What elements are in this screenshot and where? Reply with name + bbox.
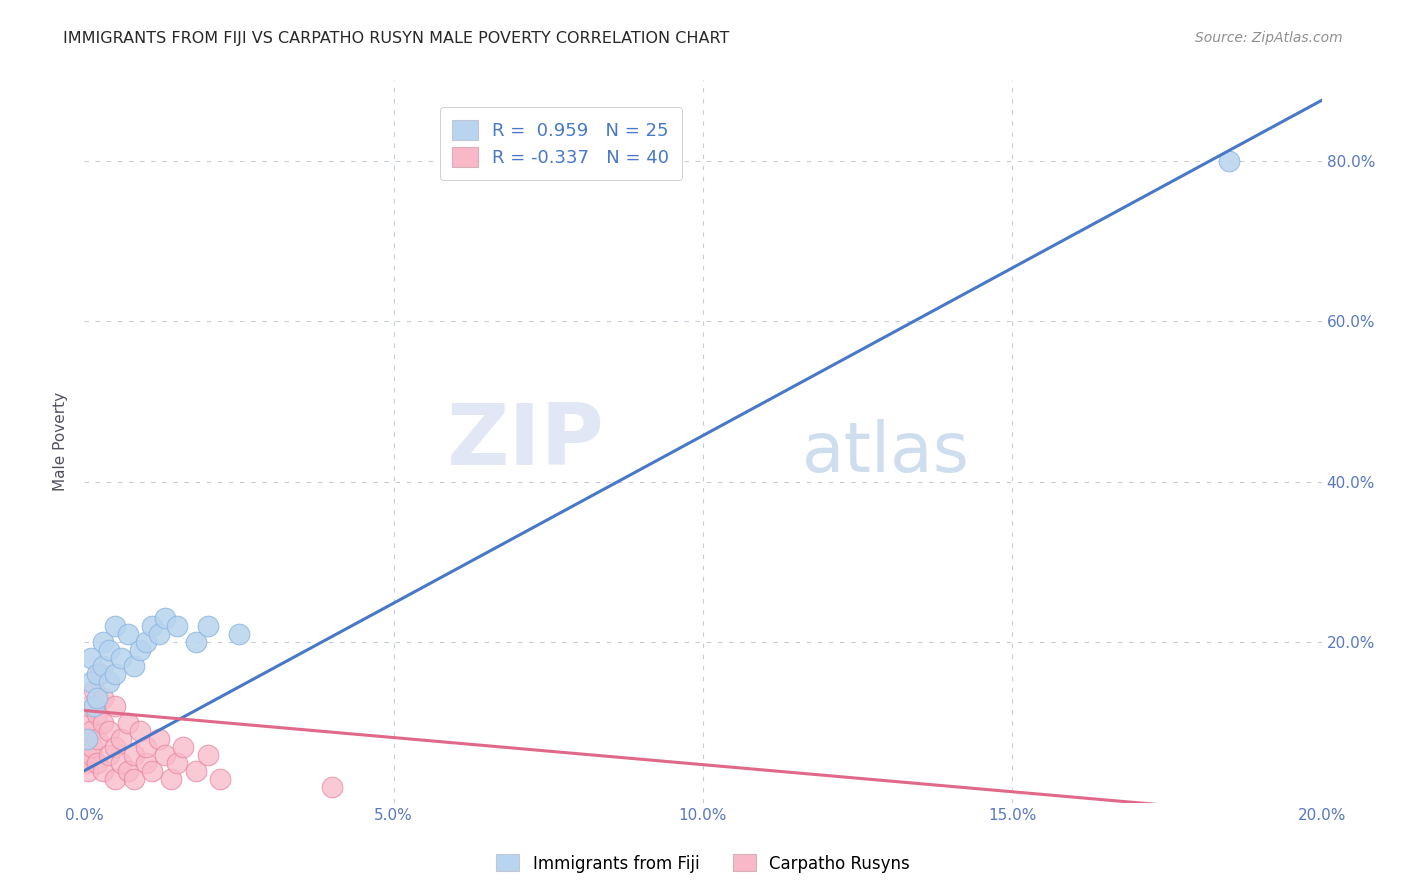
Point [76, 731, 98, 746]
Point [153, 747, 176, 762]
Point [89, 667, 111, 681]
Point [104, 739, 127, 754]
Point [197, 619, 219, 633]
Point [79, 651, 101, 665]
Y-axis label: Male Poverty: Male Poverty [53, 392, 69, 491]
Point [91, 764, 114, 778]
Point [117, 764, 139, 778]
Point [86, 707, 108, 722]
Point [129, 643, 152, 657]
Point [76, 731, 98, 746]
Point [79, 699, 101, 714]
Text: ZIP: ZIP [446, 400, 605, 483]
Point [141, 764, 163, 778]
Text: Source: ZipAtlas.com: Source: ZipAtlas.com [1195, 31, 1343, 45]
Point [86, 756, 108, 770]
Point [83, 683, 105, 698]
Point [135, 739, 157, 754]
Point [184, 635, 207, 649]
Point [141, 619, 163, 633]
Point [86, 667, 108, 681]
Legend: Immigrants from Fiji, Carpatho Rusyns: Immigrants from Fiji, Carpatho Rusyns [489, 847, 917, 880]
Point [153, 611, 176, 625]
Legend: R =  0.959   N = 25, R = -0.337   N = 40: R = 0.959 N = 25, R = -0.337 N = 40 [440, 107, 682, 179]
Point [117, 627, 139, 641]
Point [104, 667, 127, 681]
Point [91, 635, 114, 649]
Point [172, 739, 194, 754]
Point [104, 699, 127, 714]
Point [228, 627, 250, 641]
Point [79, 675, 101, 690]
Point [135, 635, 157, 649]
Text: IMMIGRANTS FROM FIJI VS CARPATHO RUSYN MALE POVERTY CORRELATION CHART: IMMIGRANTS FROM FIJI VS CARPATHO RUSYN M… [63, 31, 730, 46]
Point [129, 723, 152, 738]
Point [184, 764, 207, 778]
Point [86, 731, 108, 746]
Point [75, 756, 97, 770]
Point [104, 772, 127, 786]
Point [166, 756, 188, 770]
Point [104, 619, 127, 633]
Point [98, 747, 121, 762]
Point [209, 772, 232, 786]
Point [117, 715, 139, 730]
Point [122, 659, 145, 673]
Point [197, 747, 219, 762]
Point [148, 627, 170, 641]
Point [80, 739, 103, 754]
Point [98, 643, 121, 657]
Point [148, 731, 170, 746]
Point [160, 772, 183, 786]
Point [98, 675, 121, 690]
Point [110, 651, 132, 665]
Point [166, 619, 188, 633]
Point [122, 772, 145, 786]
Point [321, 780, 343, 794]
Point [1218, 153, 1240, 168]
Text: atlas: atlas [801, 419, 970, 486]
Point [77, 764, 100, 778]
Point [79, 747, 101, 762]
Point [91, 659, 114, 673]
Point [110, 731, 132, 746]
Point [83, 699, 105, 714]
Point [91, 715, 114, 730]
Point [110, 756, 132, 770]
Point [98, 723, 121, 738]
Point [135, 756, 157, 770]
Point [91, 691, 114, 706]
Point [86, 691, 108, 706]
Point [122, 747, 145, 762]
Point [76, 715, 98, 730]
Point [79, 723, 101, 738]
